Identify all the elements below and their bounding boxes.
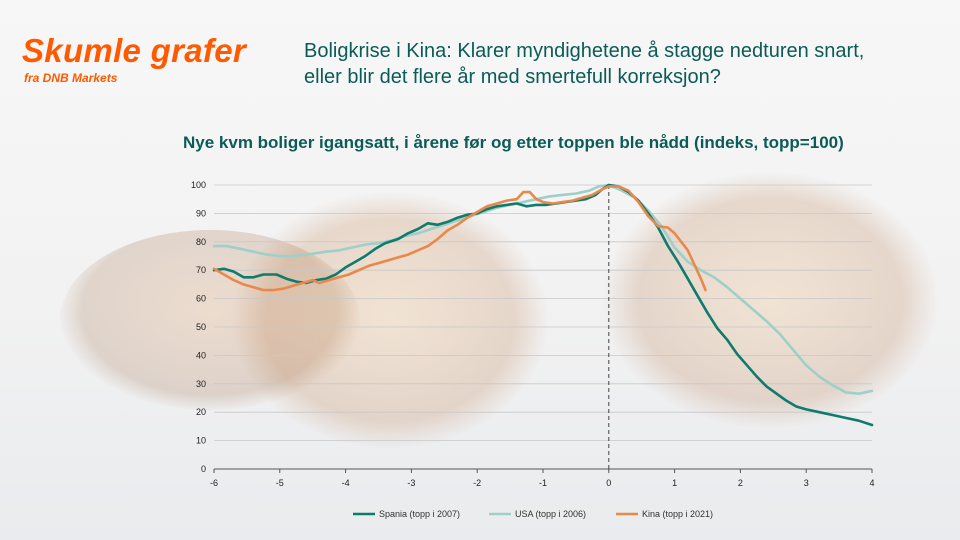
legend-label-2: Kina (topp i 2021) [642, 509, 713, 519]
x-tick-label--5: -5 [276, 478, 284, 488]
legend-label-1: USA (topp i 2006) [515, 509, 586, 519]
headline: Boligkrise i Kina: Klarer myndighetene å… [304, 38, 924, 90]
x-tick-label-0: 0 [606, 478, 611, 488]
legend-label-0: Spania (topp i 2007) [379, 509, 460, 519]
y-tick-label-80: 80 [196, 237, 206, 247]
y-tick-label-70: 70 [196, 265, 206, 275]
x-tick-label--6: -6 [210, 478, 218, 488]
series-line-1 [212, 183, 874, 395]
x-tick-label--3: -3 [407, 478, 415, 488]
y-tick-label-40: 40 [196, 350, 206, 360]
x-tick-label-1: 1 [672, 478, 677, 488]
y-tick-label-50: 50 [196, 322, 206, 332]
headline-line-2: eller blir det flere år med smertefull k… [304, 66, 721, 88]
y-tick-label-20: 20 [196, 407, 206, 417]
x-tick-label-4: 4 [869, 478, 874, 488]
brand-subtitle: fra DNB Markets [24, 71, 118, 85]
x-tick-label--1: -1 [539, 478, 547, 488]
legend: Spania (topp i 2007) USA (topp i 2006) Kin… [353, 509, 713, 519]
y-tick-label-100: 100 [191, 180, 206, 190]
series-lines [212, 183, 874, 427]
series-line-0 [212, 183, 874, 427]
x-tick-label--2: -2 [473, 478, 481, 488]
y-tick-label-0: 0 [201, 464, 206, 474]
x-tick-label-2: 2 [738, 478, 743, 488]
x-tick-label--4: -4 [342, 478, 350, 488]
background-pumpkin-center [230, 190, 550, 450]
series-line-2 [212, 185, 707, 292]
brand: Skumle grafer fra DNB Markets [22, 32, 246, 85]
axes: 0 10 20 30 40 50 60 70 80 90 100 -6 -5 -4 -3 -2 -1 0 1 2 3 4 [191, 180, 875, 488]
brand-title: Skumle grafer [22, 32, 246, 69]
x-tick-label-3: 3 [804, 478, 809, 488]
y-tick-label-60: 60 [196, 294, 206, 304]
chart-title: Nye kvm boliger igangsatt, i årene før o… [183, 133, 844, 152]
background-pumpkin-left [60, 230, 360, 410]
y-tick-label-30: 30 [196, 379, 206, 389]
headline-line-1: Boligkrise i Kina: Klarer myndighetene å… [304, 40, 865, 62]
y-tick-label-90: 90 [196, 208, 206, 218]
y-tick-label-10: 10 [196, 436, 206, 446]
grid-lines [214, 184, 872, 442]
